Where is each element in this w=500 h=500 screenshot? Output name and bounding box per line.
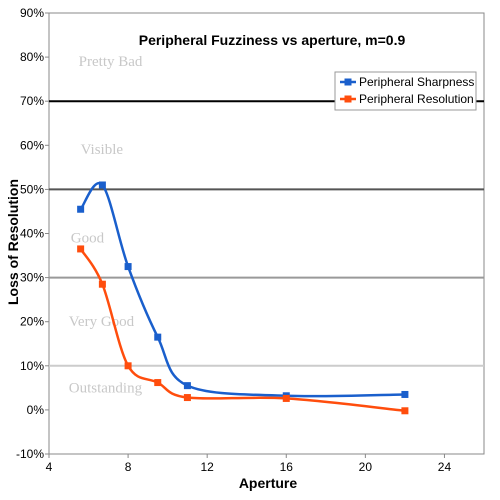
y-tick-label: 80%	[20, 50, 44, 64]
y-tick-label: 10%	[20, 359, 44, 373]
legend-label-2: Peripheral Resolution	[359, 92, 474, 106]
y-tick-label: 20%	[20, 315, 44, 329]
y-tick-label: -10%	[16, 447, 44, 461]
zone-label: Visible	[81, 142, 124, 158]
zone-label: Very Good	[69, 314, 135, 330]
series-2-point	[98, 280, 106, 288]
zone-labels: Pretty Bad Visible Good Very Good Outstandin…	[69, 54, 143, 396]
series-1-point	[401, 390, 409, 398]
y-tick-label: 40%	[20, 227, 44, 241]
zone-label: Pretty Bad	[79, 54, 143, 70]
y-tick-label: 70%	[20, 94, 44, 108]
x-tick-label: 16	[280, 460, 294, 474]
series-1-point	[154, 333, 162, 341]
x-tick-label: 12	[201, 460, 215, 474]
series-1-point	[183, 382, 191, 390]
x-axis-title: Aperture	[239, 475, 298, 491]
legend-marker-1	[344, 78, 352, 86]
series-2-point	[77, 245, 85, 253]
y-tick-label: 0%	[27, 403, 45, 417]
series-1-point	[98, 181, 106, 189]
x-tick-label: 20	[359, 460, 373, 474]
y-axis-title: Loss of Resolution	[5, 179, 21, 305]
y-tick-label: 60%	[20, 138, 44, 152]
chart-title: Peripheral Fuzziness vs aperture, m=0.9	[139, 32, 406, 48]
series-2-point	[124, 362, 132, 370]
legend-marker-2	[344, 95, 352, 103]
series-1-point	[77, 205, 85, 213]
series-1-point	[124, 263, 132, 271]
y-axis: -10% 0% 10% 20% 30% 40% 50% 60% 70% 80% 90%	[16, 6, 49, 461]
x-axis: 4 8 12 16 20 24	[46, 454, 452, 474]
y-tick-label: 90%	[20, 6, 44, 20]
x-tick-label: 24	[438, 460, 452, 474]
y-tick-label: 50%	[20, 182, 44, 196]
series-group	[77, 181, 409, 415]
series-2-point	[154, 379, 162, 387]
series-2-point	[401, 407, 409, 415]
zone-label: Good	[71, 230, 105, 246]
series-2-point	[183, 394, 191, 402]
legend: Peripheral Sharpness Peripheral Resolutio…	[334, 71, 477, 111]
legend-label-1: Peripheral Sharpness	[359, 75, 474, 89]
zone-label: Outstanding	[69, 380, 143, 396]
series-2-point	[282, 394, 290, 402]
legend-box	[334, 71, 477, 111]
x-tick-label: 4	[46, 460, 53, 474]
y-tick-label: 30%	[20, 271, 44, 285]
x-tick-label: 8	[125, 460, 132, 474]
